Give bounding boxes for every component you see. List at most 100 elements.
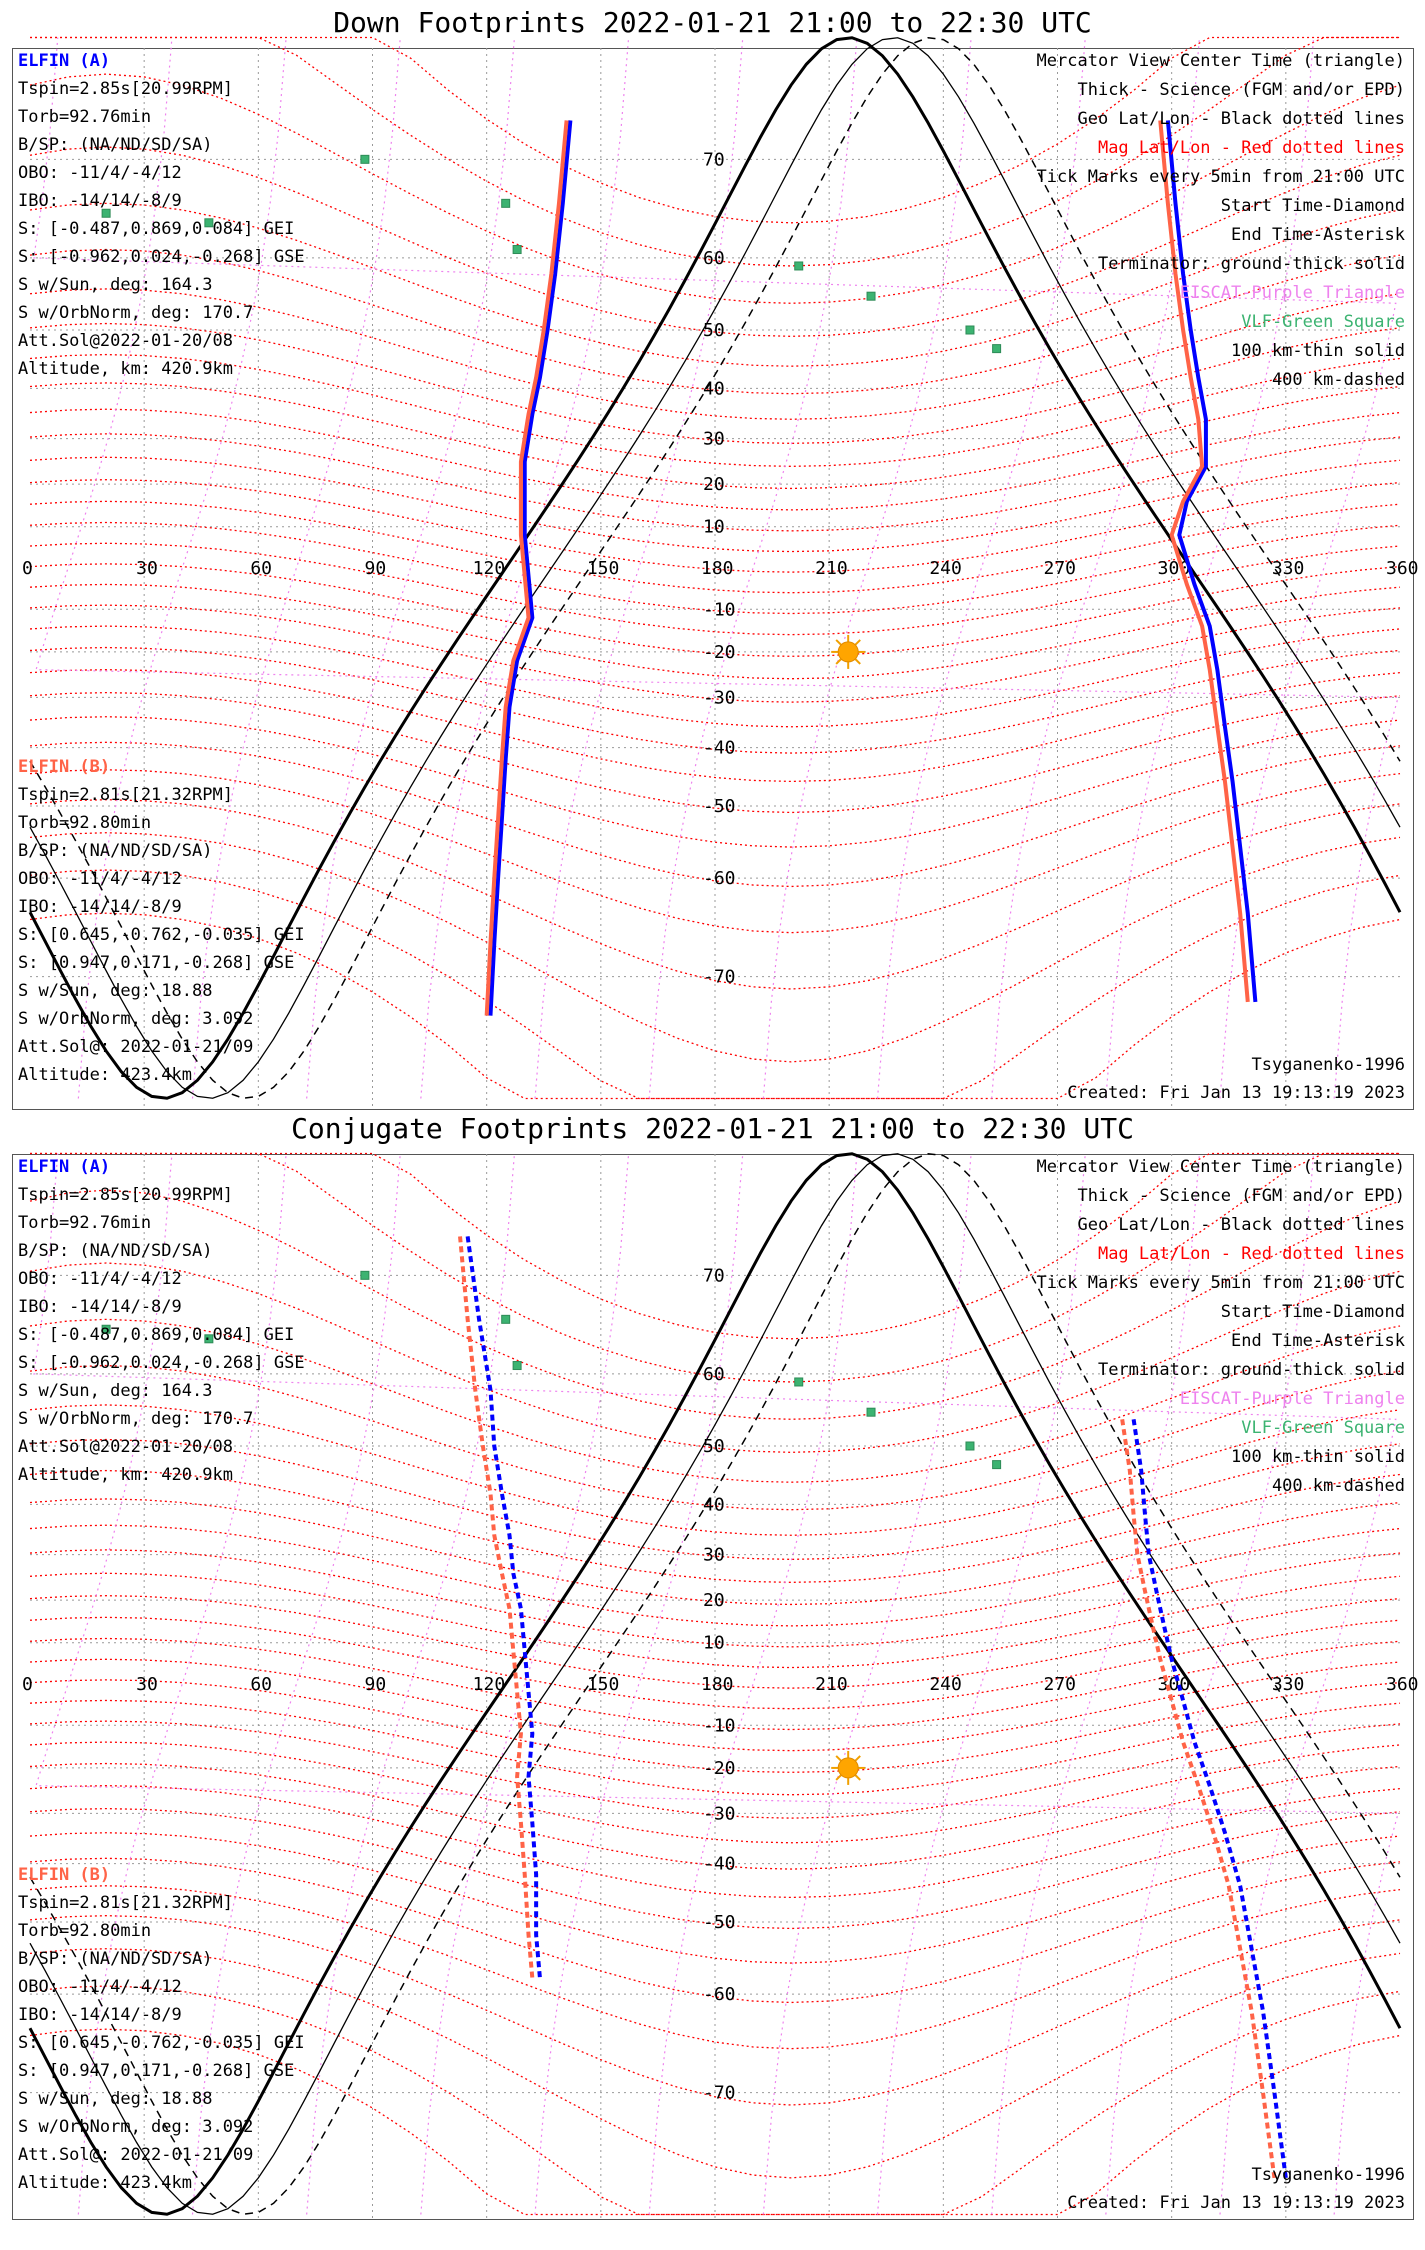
- info-line-a: B/SP: (NA/ND/SD/SA): [18, 1241, 212, 1261]
- legend-line: Terminator: ground-thick solid: [1098, 1360, 1405, 1380]
- mag-lat-curve: [29, 73, 1401, 304]
- vlf-station-marker: [965, 1441, 975, 1451]
- legend-line: Tick Marks every 5min from 21:00 UTC: [1037, 1273, 1405, 1293]
- info-line-b: B/SP: (NA/ND/SD/SA): [18, 1949, 212, 1969]
- sun-ray: [835, 1774, 842, 1781]
- mag-lat-curve: [29, 1364, 1401, 1511]
- mag-lat-curve: [30, 36, 1400, 267]
- info-line-b: S: [0.947,0.171,-0.268] GSE: [18, 2061, 294, 2081]
- lat-tick-label: 50: [703, 320, 725, 341]
- info-line-a: S: [-0.487,0.869,0.084] GEI: [18, 219, 294, 239]
- info-line-b: Torb=92.80min: [18, 1921, 151, 1941]
- lon-tick-label: 330: [1272, 1674, 1305, 1695]
- vlf-station-marker: [965, 325, 975, 335]
- elfin-b-track: [1120, 1418, 1277, 2179]
- info-line-a: Att.Sol@2022-01-20/08: [18, 1437, 233, 1457]
- lat-tick-label: 40: [703, 1494, 725, 1515]
- legend-line: Geo Lat/Lon - Black dotted lines: [1077, 1215, 1405, 1235]
- vlf-station-marker: [992, 344, 1002, 354]
- model-name: Tsyganenko-1996: [1251, 2165, 1405, 2185]
- legend-line: End Time-Asterisk: [1231, 1331, 1405, 1351]
- info-line-b: S: [0.947,0.171,-0.268] GSE: [18, 953, 294, 973]
- created-stamp: Created: Fri Jan 13 19:13:19 2023: [1067, 2193, 1405, 2213]
- lat-tick-label: -50: [703, 796, 736, 817]
- mag-lat-curve: [29, 1524, 1401, 1627]
- lat-tick-label: -60: [703, 1984, 736, 2005]
- mag-lat-curve: [29, 248, 1401, 395]
- elfin-a-track: [465, 1236, 542, 1979]
- info-line-a: OBO: -11/4/-4/12: [18, 1269, 182, 1289]
- lon-tick-label: 180: [701, 558, 734, 579]
- mag-lat-curve: [29, 322, 1401, 445]
- info-line-a: IBO: -14/14/-8/9: [18, 1297, 182, 1317]
- legend-line: 100 km-thin solid: [1231, 341, 1405, 361]
- mag-lat-curve: [29, 1985, 1401, 2216]
- info-line-a: Torb=92.76min: [18, 1213, 151, 1233]
- info-line-b: ELFIN (B): [18, 1865, 110, 1885]
- model-name: Tsyganenko-1996: [1251, 1055, 1405, 1075]
- sun-marker: [837, 641, 859, 663]
- info-line-a: Altitude, km: 420.9km: [18, 359, 233, 379]
- sun-ray: [854, 1774, 861, 1781]
- lon-tick-label: 270: [1044, 1674, 1077, 1695]
- lat-tick-label: -70: [703, 967, 736, 988]
- sun-ray: [835, 639, 842, 646]
- mag-lat-curve: [29, 1189, 1401, 1420]
- info-line-a: S w/Sun, deg: 164.3: [18, 275, 212, 295]
- mag-lat-curve: [29, 912, 1401, 1100]
- vlf-station-marker: [992, 1460, 1002, 1470]
- info-line-b: Tspin=2.81s[21.32RPM]: [18, 1893, 233, 1913]
- lat-tick-label: -50: [703, 1912, 736, 1933]
- sun-ray: [835, 1755, 842, 1762]
- lon-tick-label: 120: [473, 1674, 506, 1695]
- map-frame-down: [12, 48, 1414, 1110]
- mag-lat-curve: [29, 1404, 1401, 1536]
- vlf-station-marker: [794, 261, 804, 271]
- lon-tick-label: 180: [701, 1674, 734, 1695]
- legend-line: Geo Lat/Lon - Black dotted lines: [1077, 109, 1405, 129]
- info-line-b: OBO: -11/4/-4/12: [18, 869, 182, 889]
- legend-line: 400 km-dashed: [1272, 370, 1405, 390]
- lat-tick-label: 40: [703, 378, 725, 399]
- lon-tick-label: 0: [22, 558, 33, 579]
- terminator-line: [29, 1152, 1401, 2216]
- legend-line: End Time-Asterisk: [1231, 225, 1405, 245]
- legend-line: 400 km-dashed: [1272, 1476, 1405, 1496]
- mag-lat-curve: [29, 1469, 1401, 1583]
- lat-tick-label: -10: [703, 599, 736, 620]
- vlf-station-marker: [204, 218, 214, 228]
- info-line-a: ELFIN (A): [18, 1157, 110, 1177]
- info-line-a: S w/OrbNorm, deg: 170.7: [18, 1409, 253, 1429]
- panel-title-conjugate: Conjugate Footprints 2022-01-21 21:00 to…: [291, 1112, 1134, 1145]
- vlf-station-marker: [204, 1334, 214, 1344]
- lat-tick-label: 10: [703, 517, 725, 538]
- legend-line: Mercator View Center Time (triangle): [1037, 51, 1405, 71]
- elfin-b-track: [1158, 120, 1250, 1003]
- lat-tick-label: 60: [703, 248, 725, 269]
- legend-line: Start Time-Diamond: [1221, 196, 1405, 216]
- elfin-a-track: [1131, 1418, 1288, 2179]
- legend-line: 100 km-thin solid: [1231, 1447, 1405, 1467]
- mag-lat-curve: [29, 1741, 1401, 1844]
- info-line-b: Tspin=2.81s[21.32RPM]: [18, 785, 233, 805]
- terminator-line: [29, 37, 1401, 1099]
- lat-tick-label: 50: [703, 1436, 725, 1457]
- mag-lat-curve: [29, 769, 1401, 934]
- mag-lat-curve: [29, 1720, 1401, 1819]
- info-line-b: S w/OrbNorm, deg: 3.092: [18, 1009, 253, 1029]
- mag-lat-curve: [29, 146, 1401, 337]
- lon-tick-label: 210: [815, 558, 848, 579]
- info-line-a: S: [-0.962,0.024,-0.268] GSE: [18, 247, 305, 267]
- info-line-b: ELFIN (B): [18, 757, 110, 777]
- legend-line: VLF-Green Square: [1241, 312, 1405, 332]
- info-line-b: IBO: -14/14/-8/9: [18, 2005, 182, 2025]
- legend-line: EISCAT-Purple Triangle: [1180, 283, 1405, 303]
- sun-ray: [854, 639, 861, 646]
- sun-ray: [854, 658, 861, 665]
- map-frame-conjugate: [12, 1154, 1414, 2220]
- mag-lat-curve: [29, 202, 1401, 367]
- info-line-a: S w/OrbNorm, deg: 170.7: [18, 303, 253, 323]
- mag-lat-curve: [29, 1885, 1401, 2050]
- sun-ray: [835, 658, 842, 665]
